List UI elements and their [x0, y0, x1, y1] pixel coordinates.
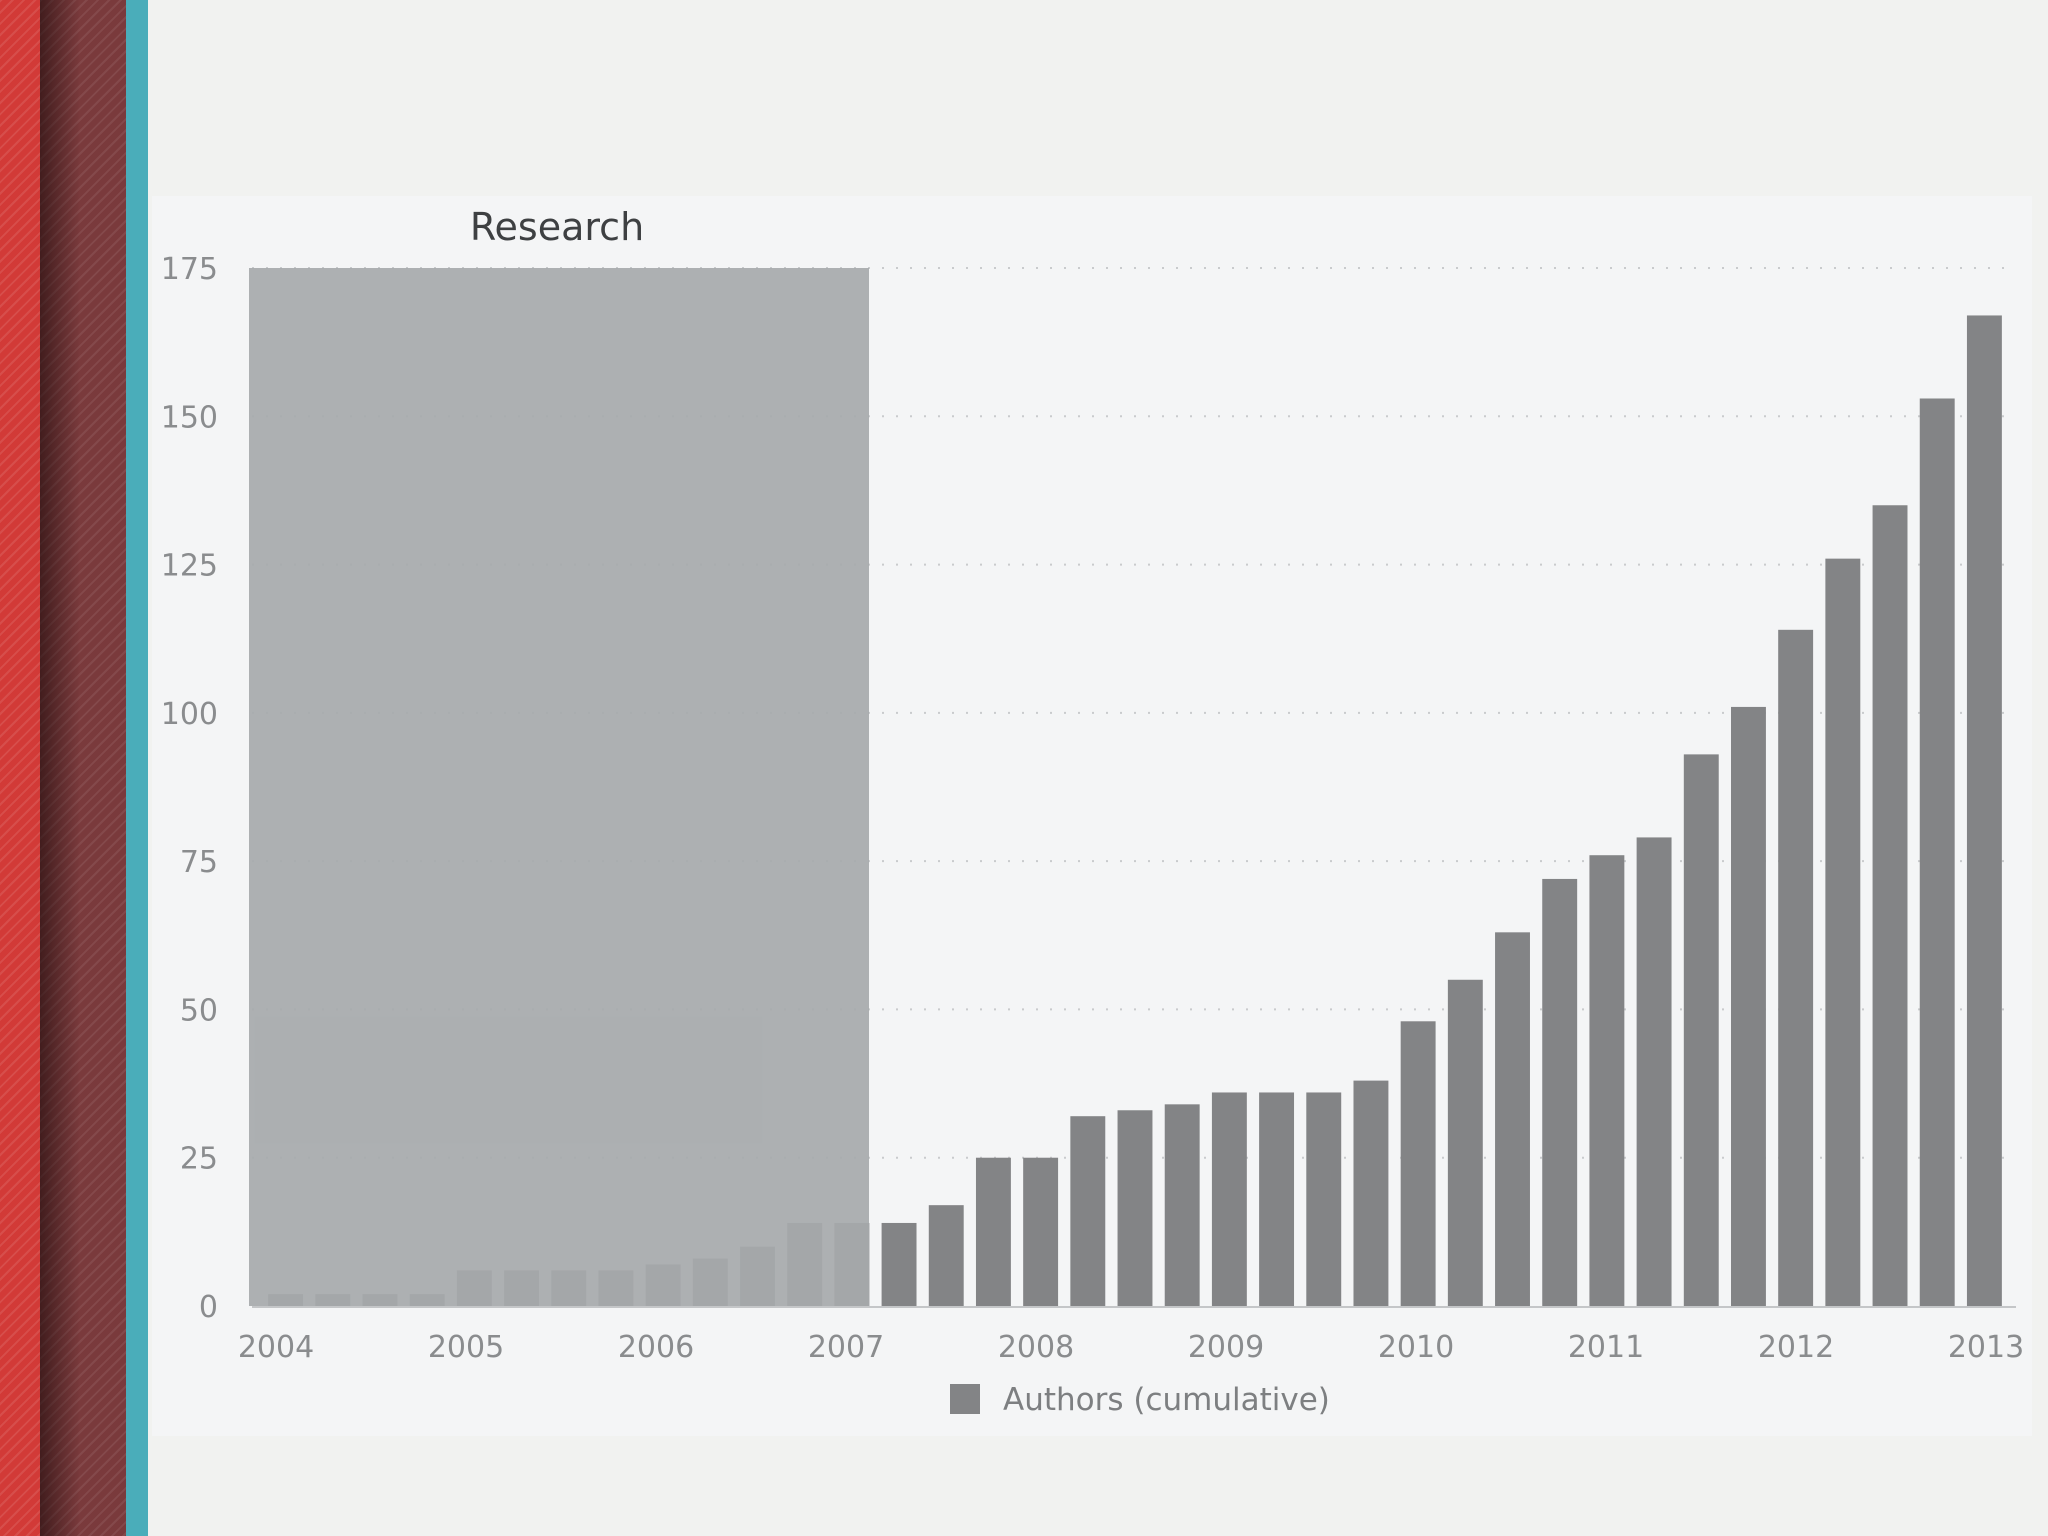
y-tick-label: 25 [180, 1142, 218, 1177]
research-band: Research [249, 205, 869, 1306]
bar-28 [1589, 855, 1625, 1306]
bar-21 [1259, 1092, 1295, 1306]
x-tick-label: 2004 [238, 1330, 314, 1365]
decorative-teal-stripe [126, 0, 148, 1536]
bar-30 [1683, 754, 1719, 1306]
bar-25 [1447, 979, 1483, 1306]
y-tick-label: 150 [161, 400, 218, 435]
bar-29 [1636, 837, 1672, 1306]
bar-36 [1966, 315, 2002, 1306]
x-tick-label: 2012 [1758, 1330, 1834, 1365]
bars [268, 315, 2002, 1306]
bar-17 [1070, 1116, 1106, 1306]
bar-15 [975, 1157, 1011, 1306]
bar-31 [1730, 706, 1766, 1306]
bar-16 [1023, 1157, 1059, 1306]
y-tick-label: 0 [199, 1290, 218, 1325]
bar-18 [1117, 1110, 1153, 1306]
y-tick-label: 50 [180, 993, 218, 1028]
bar-35 [1919, 398, 1955, 1306]
legend-label: Authors (cumulative) [1003, 1382, 1330, 1418]
y-axis-ticks: 0 25 50 75 100 125 150 175 [161, 252, 218, 1325]
y-tick-label: 125 [161, 549, 218, 584]
legend-swatch [950, 1384, 980, 1414]
legend: Authors (cumulative) [950, 1382, 1330, 1418]
bar-24 [1400, 1021, 1436, 1306]
x-axis-ticks: 2004 2005 2006 2007 2008 2009 2010 2011 2012 2013 [238, 1330, 2024, 1365]
decorative-dark-stripe [40, 0, 126, 1536]
research-band-area [249, 268, 869, 1306]
bar-26 [1495, 932, 1530, 1306]
research-band-label: Research [470, 205, 644, 249]
bar-14 [928, 1205, 964, 1306]
x-tick-label: 2009 [1188, 1330, 1264, 1365]
bar-13 [881, 1222, 917, 1306]
x-tick-label: 2010 [1378, 1330, 1454, 1365]
bar-27 [1542, 878, 1578, 1306]
decorative-red-stripe [0, 0, 40, 1536]
x-tick-label: 2011 [1568, 1330, 1644, 1365]
bar-32 [1778, 629, 1814, 1306]
bar-22 [1306, 1092, 1342, 1306]
bar-23 [1353, 1080, 1389, 1306]
y-tick-label: 175 [161, 252, 218, 287]
bar-20 [1211, 1092, 1247, 1306]
x-tick-label: 2005 [428, 1330, 504, 1365]
y-tick-label: 100 [161, 697, 218, 732]
x-tick-label: 2007 [808, 1330, 884, 1365]
bar-34 [1872, 505, 1908, 1306]
x-tick-label: 2006 [618, 1330, 694, 1365]
x-tick-label: 2008 [998, 1330, 1074, 1365]
x-tick-label: 2013 [1948, 1330, 2024, 1365]
bar-19 [1164, 1104, 1200, 1306]
y-tick-label: 75 [180, 845, 218, 880]
bar-33 [1825, 558, 1861, 1306]
